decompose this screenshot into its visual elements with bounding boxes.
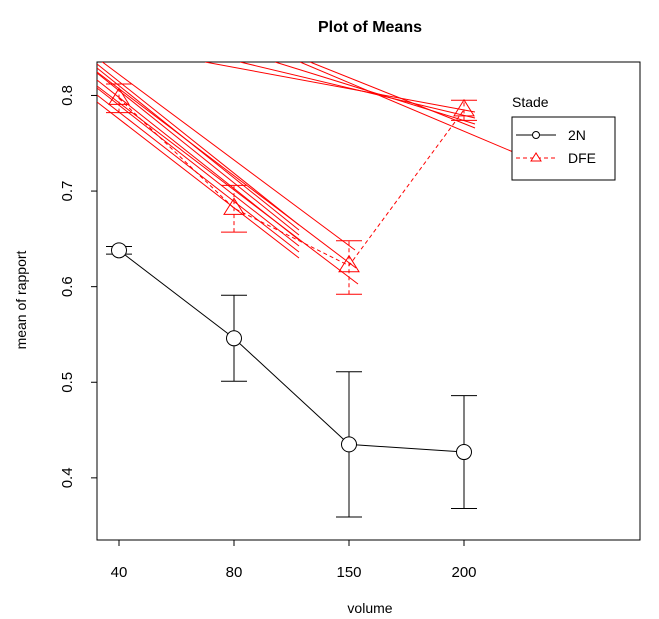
point-2N [341,436,357,453]
dfe-artifact-line [274,62,476,125]
x-tick-label: 40 [111,564,128,581]
x-axis: 40 80 150 200 [111,539,477,581]
y-tick-label: 0.8 [59,85,76,106]
x-tick-label: 150 [336,564,361,581]
y-tick-label: 0.4 [59,467,76,488]
x-tick-label: 200 [451,564,476,581]
dfe-artifact-line [299,62,526,158]
dfe-artifact-line [97,71,357,269]
legend-box [511,116,616,181]
x-axis-label: volume [347,600,392,616]
point-DFE [108,87,130,105]
dfe-artifact-line [309,62,476,129]
dfe-artifact-line [97,87,300,247]
series-layer [97,62,526,518]
y-tick-label: 0.6 [59,276,76,297]
y-tick-label: 0.5 [59,372,76,393]
legend-marker-DFE [530,152,542,162]
point-DFE [223,197,245,215]
dfe-artifact-line [204,62,476,113]
legend-label-2N: 2N [568,127,586,143]
series-line-2N [118,249,465,453]
point-2N [456,444,472,461]
dfe-artifact-line [97,72,300,236]
y-axis-label: mean of rapport [13,250,29,349]
legend-title: Stade [512,94,549,110]
dfe-artifact-line [101,62,356,251]
chart-title: Plot of Means [318,19,422,36]
dfe-artifact-line [97,94,300,253]
series-line-DFE [118,97,465,267]
point-DFE [338,254,360,273]
x-tick-label: 80 [226,564,243,581]
point-2N [226,330,242,347]
y-tick-label: 0.7 [59,181,76,202]
legend-label-DFE: DFE [568,150,596,166]
point-DFE [453,98,475,117]
y-axis: 0.4 0.5 0.6 0.7 0.8 [59,85,98,488]
dfe-artifact-line [97,63,300,226]
point-2N [111,242,127,259]
dfe-artifact-line [97,101,300,259]
legend: Stade 2N DFE [511,94,616,181]
dfe-artifact-line [239,62,476,119]
legend-marker-2N [532,131,540,139]
